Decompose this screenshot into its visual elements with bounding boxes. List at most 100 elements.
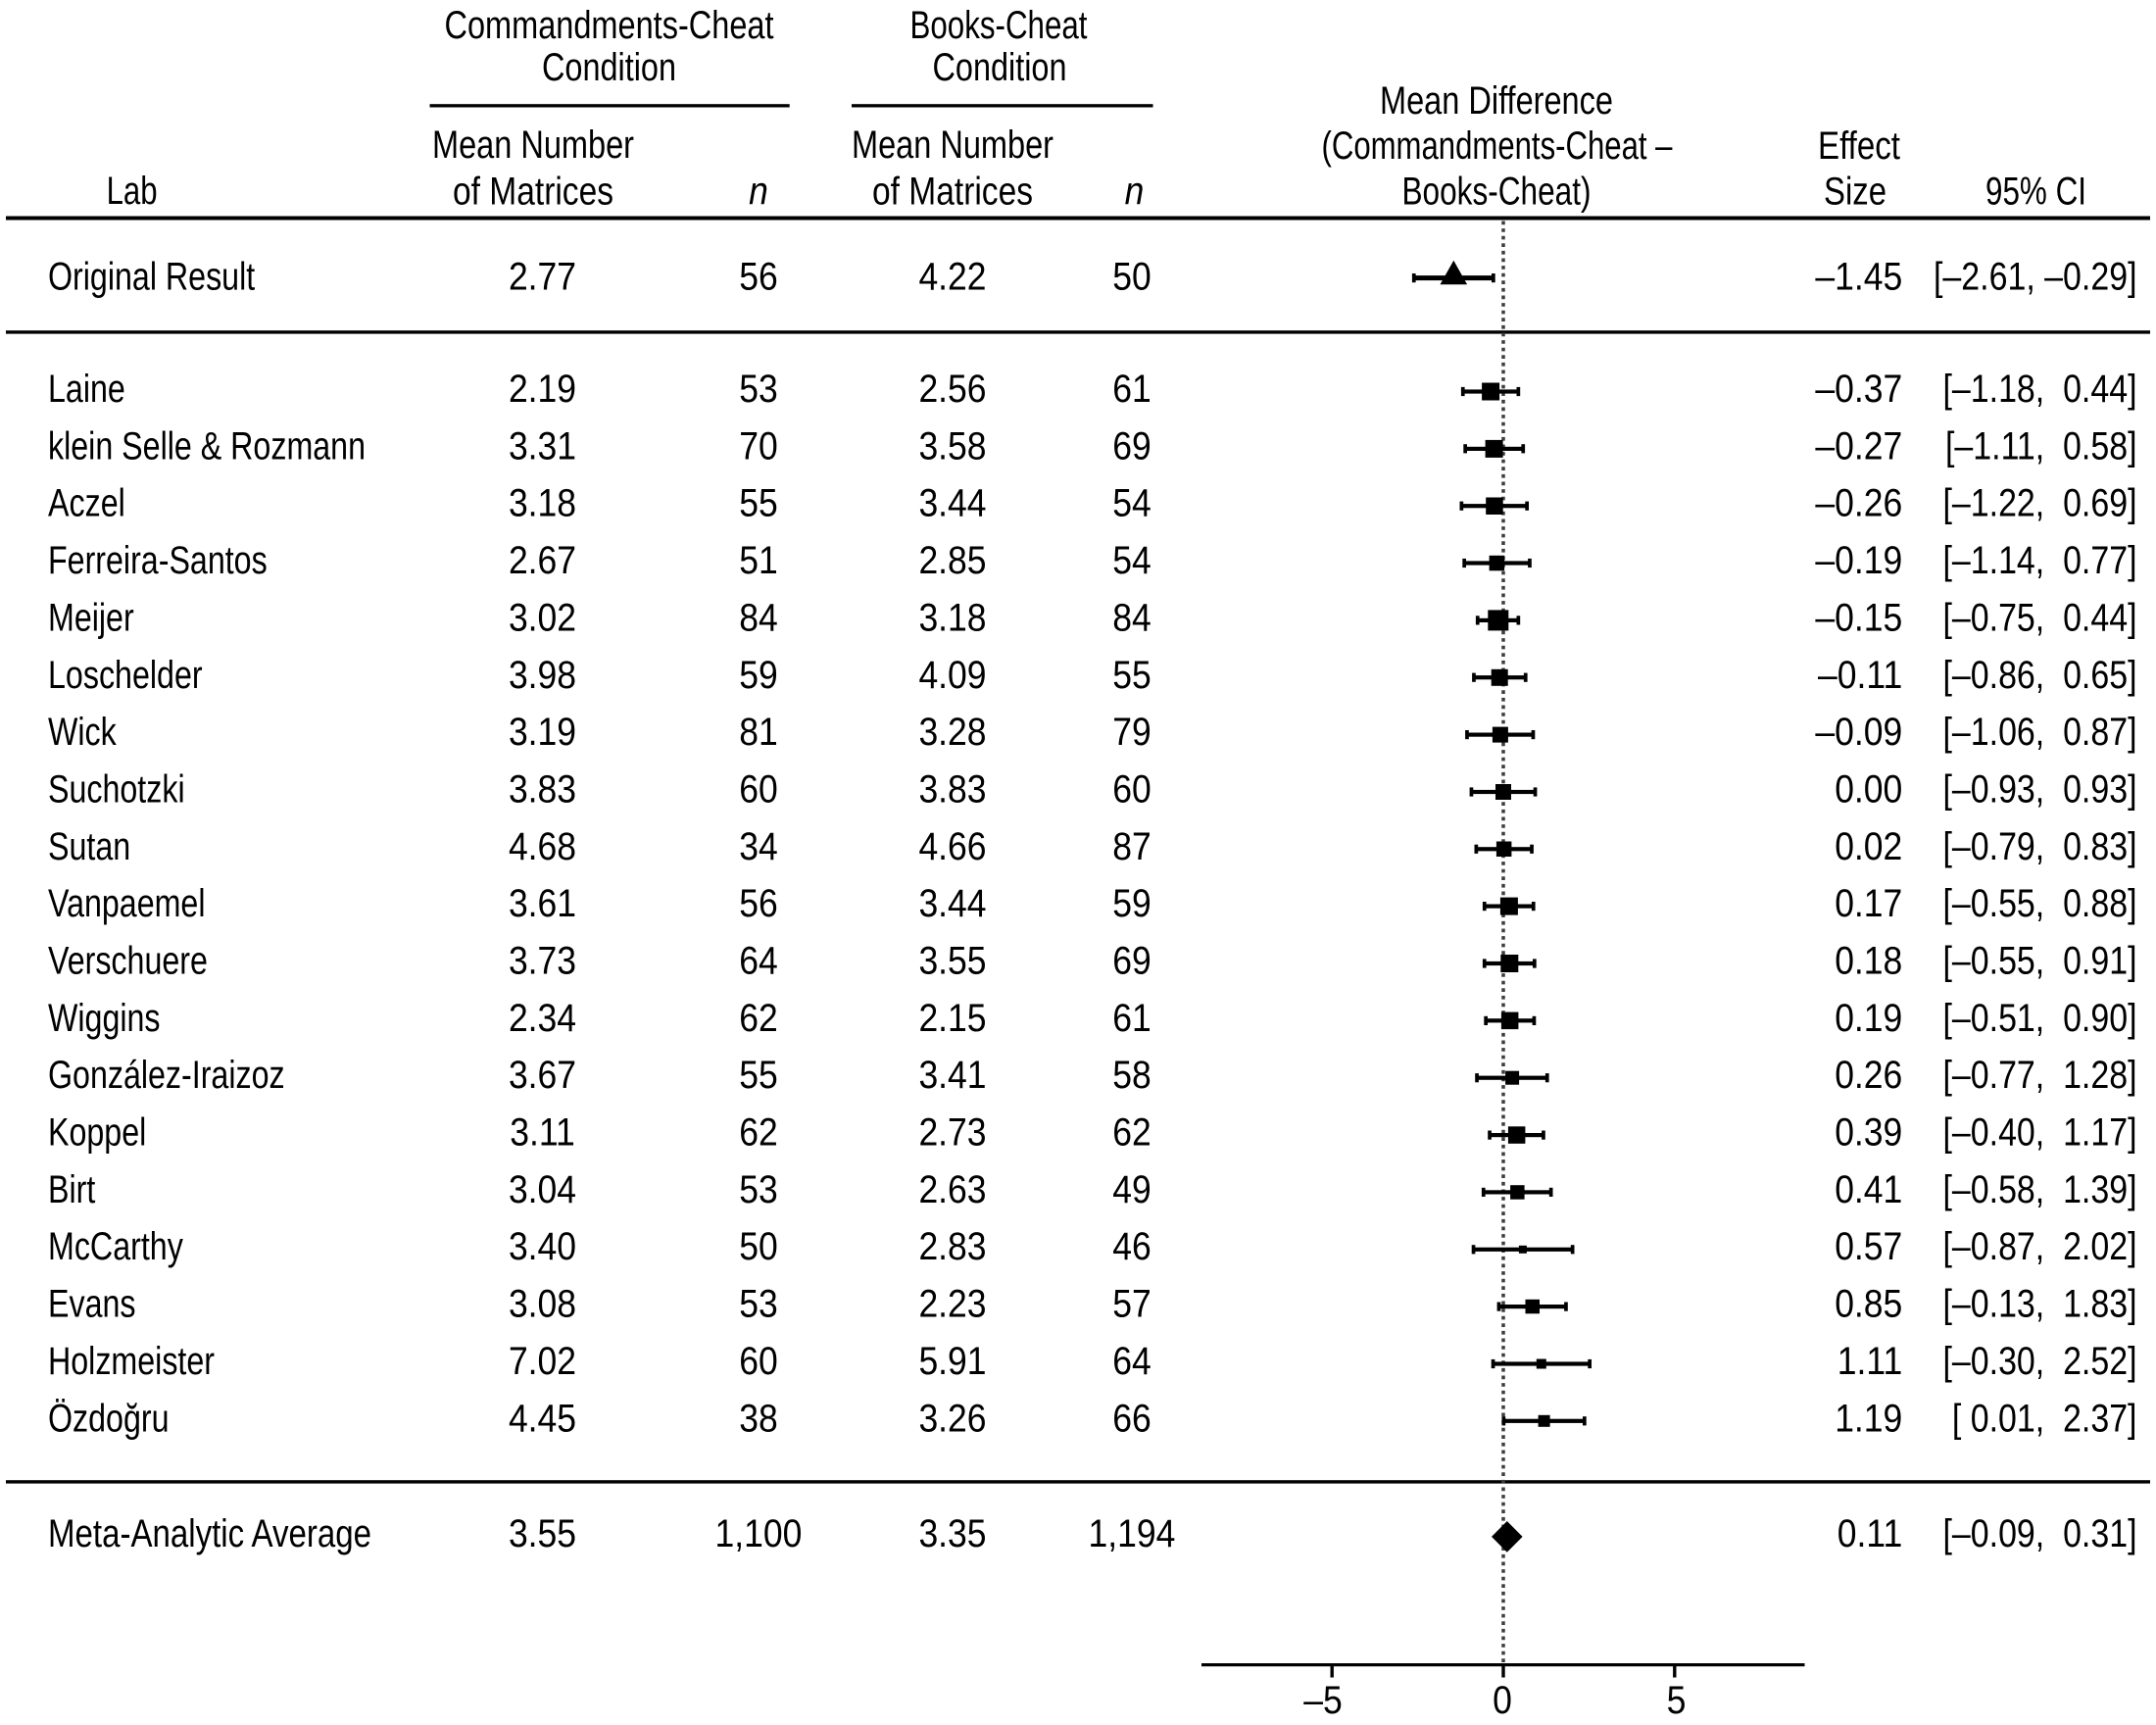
svg-text:–0.19: –0.19	[1815, 539, 1902, 582]
svg-text:Ferreira-Santos: Ferreira-Santos	[48, 539, 268, 582]
svg-text:Evans: Evans	[48, 1283, 136, 1326]
svg-text:Lab: Lab	[107, 170, 158, 213]
svg-text:2.83: 2.83	[918, 1225, 986, 1268]
svg-text:4.22: 4.22	[918, 256, 986, 299]
svg-text:2.77: 2.77	[509, 256, 576, 299]
svg-text:55: 55	[1112, 654, 1152, 697]
svg-text:3.58: 3.58	[918, 424, 986, 468]
svg-text:3.19: 3.19	[509, 711, 576, 754]
svg-text:[–0.13, 1.83]: [–0.13, 1.83]	[1943, 1283, 2137, 1326]
svg-text:[–0.55, 0.91]: [–0.55, 0.91]	[1943, 940, 2137, 983]
svg-text:3.02: 3.02	[509, 596, 576, 639]
svg-text:Vanpaemel: Vanpaemel	[48, 882, 206, 925]
svg-text:–5: –5	[1303, 1679, 1343, 1720]
svg-text:84: 84	[739, 596, 778, 639]
svg-text:3.55: 3.55	[918, 940, 986, 983]
svg-text:Loschelder: Loschelder	[48, 654, 203, 697]
svg-text:0.41: 0.41	[1835, 1168, 1902, 1211]
svg-text:69: 69	[1112, 940, 1152, 983]
svg-text:Birt: Birt	[48, 1168, 95, 1211]
svg-text:Wick: Wick	[48, 711, 118, 754]
svg-text:1,194: 1,194	[1089, 1512, 1176, 1555]
svg-text:61: 61	[1112, 997, 1152, 1040]
svg-text:38: 38	[739, 1397, 778, 1440]
svg-text:62: 62	[739, 997, 778, 1040]
svg-text:0.39: 0.39	[1835, 1111, 1902, 1155]
svg-text:4.66: 4.66	[918, 825, 986, 868]
svg-text:2.19: 2.19	[509, 368, 576, 411]
svg-text:2.15: 2.15	[918, 997, 986, 1040]
svg-text:(Commandments-Cheat –: (Commandments-Cheat –	[1322, 124, 1674, 168]
svg-text:–0.26: –0.26	[1815, 482, 1902, 525]
svg-text:3.18: 3.18	[918, 596, 986, 639]
svg-text:3.44: 3.44	[918, 882, 986, 925]
svg-text:[–0.51, 0.90]: [–0.51, 0.90]	[1943, 997, 2137, 1040]
svg-text:Mean Difference: Mean Difference	[1380, 79, 1613, 123]
svg-text:3.83: 3.83	[509, 768, 576, 812]
svg-text:95% CI: 95% CI	[1985, 171, 2086, 214]
svg-text:0: 0	[1493, 1679, 1512, 1720]
svg-text:3.41: 3.41	[918, 1054, 986, 1097]
svg-text:–0.09: –0.09	[1815, 711, 1902, 754]
svg-text:60: 60	[739, 1340, 778, 1383]
svg-text:3.40: 3.40	[509, 1225, 576, 1268]
svg-text:55: 55	[739, 482, 778, 525]
svg-text:[–0.55, 0.88]: [–0.55, 0.88]	[1943, 882, 2137, 925]
svg-text:50: 50	[1112, 256, 1152, 299]
svg-text:3.28: 3.28	[918, 711, 986, 754]
svg-text:1,100: 1,100	[715, 1512, 803, 1555]
svg-text:[–1.22, 0.69]: [–1.22, 0.69]	[1943, 482, 2137, 525]
svg-text:3.67: 3.67	[509, 1054, 576, 1097]
svg-text:62: 62	[1112, 1111, 1152, 1155]
svg-text:González-Iraizoz: González-Iraizoz	[48, 1054, 285, 1097]
svg-text:McCarthy: McCarthy	[48, 1225, 183, 1268]
svg-text:84: 84	[1112, 596, 1152, 639]
svg-text:46: 46	[1112, 1225, 1152, 1268]
svg-text:0.17: 0.17	[1835, 882, 1902, 925]
svg-text:5: 5	[1667, 1679, 1687, 1720]
svg-text:[–0.77, 1.28]: [–0.77, 1.28]	[1943, 1054, 2137, 1097]
svg-text:–0.37: –0.37	[1815, 368, 1902, 411]
svg-text:Verschuere: Verschuere	[48, 940, 208, 983]
svg-text:3.11: 3.11	[510, 1111, 575, 1155]
svg-text:3.98: 3.98	[509, 654, 576, 697]
svg-text:3.08: 3.08	[509, 1283, 576, 1326]
svg-text:64: 64	[1112, 1340, 1152, 1383]
svg-text:0.18: 0.18	[1835, 940, 1902, 983]
svg-text:2.85: 2.85	[918, 539, 986, 582]
svg-text:2.67: 2.67	[509, 539, 576, 582]
svg-text:3.83: 3.83	[918, 768, 986, 812]
svg-text:4.09: 4.09	[918, 654, 986, 697]
svg-text:Books-Cheat: Books-Cheat	[910, 4, 1088, 47]
svg-text:Özdoğru: Özdoğru	[48, 1397, 170, 1440]
svg-text:7.02: 7.02	[509, 1340, 576, 1383]
svg-text:3.04: 3.04	[509, 1168, 576, 1211]
svg-text:51: 51	[739, 539, 778, 582]
svg-text:Meijer: Meijer	[48, 596, 134, 639]
svg-text:2.73: 2.73	[918, 1111, 986, 1155]
svg-text:Koppel: Koppel	[48, 1111, 146, 1155]
svg-text:59: 59	[739, 654, 778, 697]
svg-text:[–0.93, 0.93]: [–0.93, 0.93]	[1943, 768, 2137, 812]
svg-text:2.56: 2.56	[918, 368, 986, 411]
svg-text:Size: Size	[1824, 171, 1886, 214]
svg-text:Books-Cheat): Books-Cheat)	[1402, 171, 1592, 214]
svg-text:2.63: 2.63	[918, 1168, 986, 1211]
svg-text:53: 53	[739, 1283, 778, 1326]
svg-text:Original Result: Original Result	[48, 256, 255, 299]
svg-text:of Matrices: of Matrices	[872, 171, 1033, 214]
svg-text:[–0.75, 0.44]: [–0.75, 0.44]	[1943, 596, 2137, 639]
svg-text:58: 58	[1112, 1054, 1152, 1097]
svg-text:Condition: Condition	[933, 46, 1067, 89]
svg-text:2.34: 2.34	[509, 997, 576, 1040]
svg-text:–1.45: –1.45	[1815, 256, 1902, 299]
svg-text:[–1.11, 0.58]: [–1.11, 0.58]	[1945, 424, 2137, 468]
svg-text:[–1.06, 0.87]: [–1.06, 0.87]	[1943, 711, 2137, 754]
svg-text:[–0.30, 2.52]: [–0.30, 2.52]	[1943, 1340, 2137, 1383]
svg-text:Suchotzki: Suchotzki	[48, 768, 185, 812]
svg-text:[–0.40, 1.17]: [–0.40, 1.17]	[1943, 1111, 2137, 1155]
svg-text:[–0.09, 0.31]: [–0.09, 0.31]	[1943, 1512, 2137, 1555]
svg-text:87: 87	[1112, 825, 1152, 868]
svg-text:3.44: 3.44	[918, 482, 986, 525]
svg-text:79: 79	[1112, 711, 1152, 754]
